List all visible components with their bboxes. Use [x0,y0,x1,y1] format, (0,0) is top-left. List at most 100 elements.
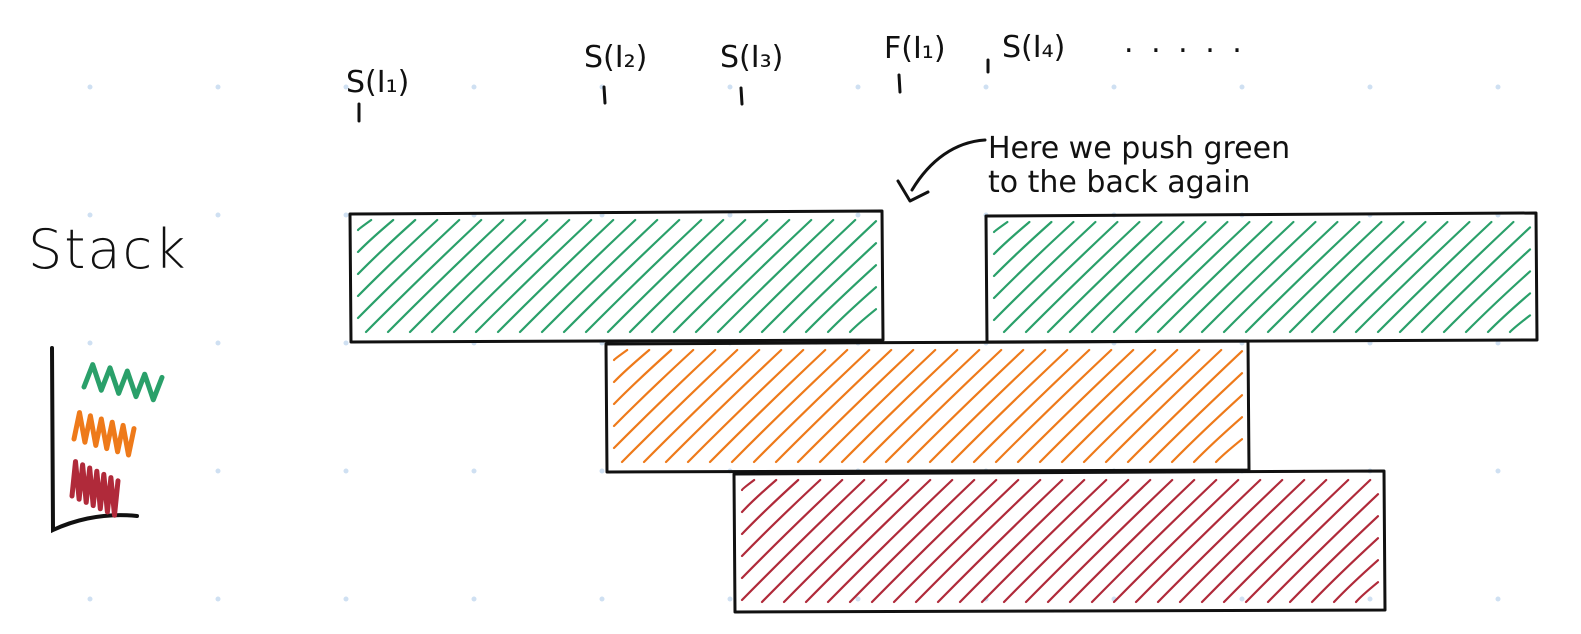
hatch-stroke [992,220,1009,234]
grid-dot [471,84,477,90]
hatch-stroke [672,218,791,334]
grid-dot [343,596,349,602]
hatch-stroke [1266,493,1380,604]
hatch-stroke [884,348,1003,464]
hatch-stroke [716,218,835,334]
hatch-stroke [914,478,1042,604]
hatch-stroke [740,478,778,514]
hatch-stroke [1214,438,1244,464]
tick-mark-s-i2 [602,85,607,105]
hatch-stroke [1332,559,1380,604]
grid-dot [1495,340,1501,346]
hatch-stroke [386,218,505,334]
hatch-stroke [356,218,439,298]
tick-label-s-i2: S(I₂) [584,40,647,75]
interval-outline [984,211,1539,344]
hatch-stroke [474,218,593,334]
hatch-stroke [1038,348,1157,464]
grid-dot [343,340,349,346]
hatch-stroke [1104,348,1223,464]
hatch-stroke [936,478,1064,604]
hatch-stroke [1244,220,1361,334]
hatch-stroke [848,308,878,334]
hatch-stroke [1178,220,1295,334]
annotation-arrow-head [896,179,930,203]
grid-dot [343,212,349,218]
hatch-stroke [612,348,651,384]
hatch-stroke [1398,220,1515,334]
hatch-stroke [562,218,681,334]
hatch-stroke [1376,220,1493,334]
hatch-stroke [760,220,878,334]
hatch-stroke [994,348,1113,464]
hatch-stroke [1068,478,1196,604]
hatch-stroke [1170,394,1244,464]
hatch-stroke [1442,248,1532,334]
grid-dot [87,84,93,90]
annotation-line-2: to the back again [988,165,1250,200]
hatch-stroke [774,348,893,464]
hatch-stroke [980,478,1108,604]
stack-scribbles [69,362,165,518]
hatch-stroke [1090,478,1218,604]
hatch-stroke [1112,220,1229,334]
interval-outline [732,469,1387,614]
hatch-stroke [992,220,1075,300]
grid-dot [1239,84,1245,90]
hatch-stroke [540,218,659,334]
grid-dot [855,596,861,602]
hatch-stroke [1244,478,1372,604]
hatch-stroke [1354,220,1471,334]
hatch-stroke [1016,348,1135,464]
hatch-stroke [1178,478,1306,604]
hatch-stroke [364,218,483,334]
hatch-stroke [1060,348,1179,464]
hatch-stroke [1288,515,1380,604]
green-interval-2 [984,211,1539,344]
hatch-stroke [950,348,1069,464]
grid-dot [215,212,221,218]
tick-label-s-i1: S(I₁) [346,65,409,100]
tick-labels: S(I₁) S(I₂) S(I₃) F(I₁) S(I₄) . . . . . [346,25,1246,123]
hatch-stroke [650,218,769,334]
tick-ellipsis: . . . . . [1124,25,1246,60]
hatch-stroke [1266,220,1383,334]
hatch-stroke [818,348,937,464]
grid-dot [855,84,861,90]
hatch-stroke [356,218,417,276]
tick-label-s-i4: S(I₄) [1002,30,1065,65]
grid-dot [599,468,605,474]
hatch-stroke [892,478,1020,604]
orange-interval [604,339,1251,474]
hatch-stroke [430,218,549,334]
hatch-stroke [408,218,527,334]
annotation: Here we push green to the back again [896,131,1290,203]
grid-dot [1111,84,1117,90]
grid-dot [215,84,221,90]
hatch-stroke [1486,292,1532,334]
stack-title: Stack [28,218,188,281]
hatch-stroke [1288,220,1405,334]
hatch-stroke [782,478,910,604]
tick-mark-f-i1 [897,73,902,94]
hatch-stroke [518,218,637,334]
hatch-stroke [664,348,783,464]
grid-dot [1239,596,1245,602]
hatch-stroke [356,218,373,232]
hatch-stroke [782,242,878,334]
hatch-stroke [804,478,932,604]
grid-dot [87,596,93,602]
hatch-stroke [1464,270,1532,334]
stack-scribble-red [69,459,121,518]
interval-bars [348,209,1539,614]
hatch-stroke [840,348,959,464]
interval-outline [604,339,1251,474]
hatch-stroke [1126,350,1244,464]
grid-dot [215,340,221,346]
hatch-stroke [848,478,976,604]
grid-dot [983,84,989,90]
grid-dot [343,84,349,90]
grid-dot [215,596,221,602]
grid-dot [727,212,733,218]
hatch-stroke [1148,372,1244,464]
